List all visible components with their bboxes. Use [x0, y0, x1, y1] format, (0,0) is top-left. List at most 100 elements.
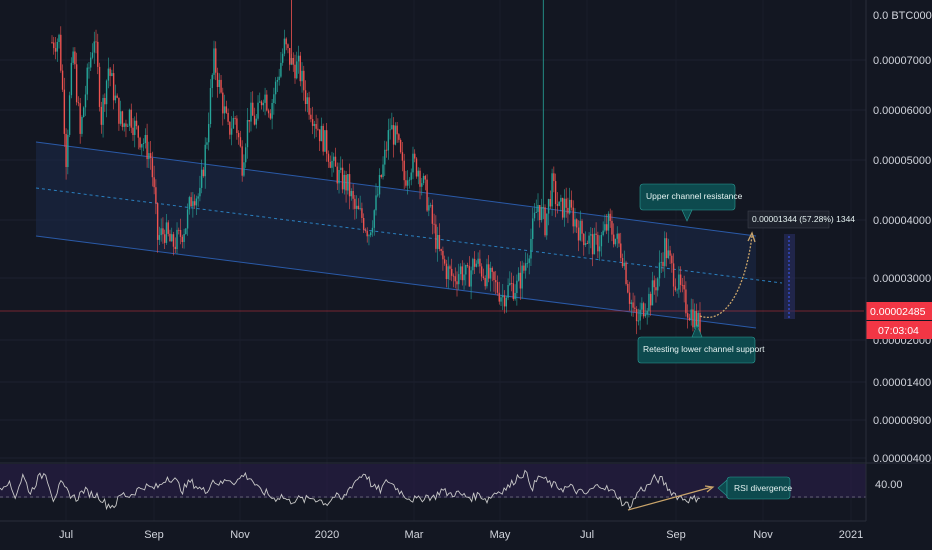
candle-body: [554, 181, 557, 205]
candle-body: [58, 34, 60, 42]
candle-body: [164, 234, 166, 243]
candle-body: [139, 137, 141, 148]
candle-body: [70, 62, 73, 96]
candle-body: [436, 235, 439, 249]
candle-body: [208, 124, 210, 143]
candle-body: [199, 187, 201, 197]
candle-body: [308, 97, 310, 115]
time-axis: Jul Sep Nov 2020 Mar May Jul Sep Nov 2021: [59, 529, 863, 541]
candle-body: [200, 169, 203, 188]
candle-body: [500, 297, 502, 302]
candle-body: [375, 195, 377, 211]
candle-body: [297, 55, 300, 62]
candle-body: [445, 263, 448, 279]
candle-body: [428, 205, 430, 211]
candle-body: [327, 153, 330, 162]
candle-body: [583, 233, 585, 246]
candle-body: [294, 64, 296, 79]
candle-body: [68, 95, 71, 135]
candle-body: [674, 286, 677, 291]
candle-body: [532, 218, 534, 239]
price-tick-label: 0.00003000: [873, 273, 931, 285]
candle-body: [246, 120, 249, 148]
candle-body: [104, 98, 106, 105]
candle-body: [211, 74, 213, 88]
candle-body: [491, 267, 493, 272]
candle-body: [218, 79, 220, 87]
candle-body: [190, 197, 192, 207]
candle-body: [352, 191, 354, 199]
candle-body: [148, 153, 150, 160]
time-tick-label: Sep: [666, 529, 686, 541]
candle-body: [171, 234, 173, 242]
rsi-divergence-text: RSI divergence: [734, 483, 792, 493]
candle-body: [326, 130, 328, 154]
channel-mid-line: [35, 187, 783, 284]
candle-body: [528, 258, 530, 263]
measure-label-box: [747, 210, 830, 229]
candle-body: [324, 130, 326, 152]
candle-body: [88, 67, 90, 69]
candle-body: [472, 258, 474, 271]
candle-body: [519, 272, 522, 289]
candle-body: [475, 263, 478, 267]
candle-body: [227, 112, 229, 122]
candle-body: [237, 132, 240, 138]
candle-body: [394, 125, 397, 145]
candle-body: [306, 97, 309, 104]
candle-body: [510, 283, 513, 284]
candle-body: [614, 238, 617, 245]
upper-channel-annotation[interactable]: Upper channel resistance: [639, 183, 743, 222]
current-price-tag: [866, 302, 932, 320]
candle-body: [665, 238, 668, 259]
lower-channel-annotation[interactable]: Retesting lower channel support: [637, 324, 765, 364]
candle-body: [102, 98, 104, 125]
candle-body: [558, 201, 560, 206]
candle-body: [598, 246, 601, 252]
candle-body: [373, 210, 375, 228]
candle-body: [422, 175, 425, 184]
candle-body: [112, 73, 115, 101]
lower-channel-text: Retesting lower channel support: [643, 344, 765, 354]
candle-body: [634, 307, 636, 309]
candle-body: [338, 170, 340, 184]
candle-body: [193, 201, 196, 206]
candle-body: [523, 265, 525, 271]
candle-body: [72, 51, 74, 63]
channel-fill: [36, 142, 756, 328]
price-tick-label: 0.00000900: [873, 415, 931, 427]
candle-body: [236, 118, 238, 133]
candle-body: [262, 102, 264, 106]
candle-body: [75, 64, 78, 103]
candle-body: [671, 255, 673, 264]
candle-body: [382, 164, 384, 177]
candle-body: [421, 183, 423, 187]
candle-body: [493, 271, 495, 280]
candle-body: [183, 234, 185, 242]
candle-body: [688, 317, 691, 321]
candle-body: [667, 250, 669, 259]
candle-body: [347, 174, 349, 191]
time-tick-label: Nov: [753, 529, 773, 541]
candle-body: [333, 156, 335, 161]
candle-body: [533, 212, 536, 219]
candle-body: [67, 134, 69, 167]
candle-body: [641, 303, 643, 310]
projection-arrowhead: [747, 231, 756, 243]
candle-body: [426, 179, 428, 211]
candle-body: [692, 309, 694, 328]
projection-curve: [699, 235, 753, 318]
candle-body: [357, 205, 360, 210]
candle-body: [310, 114, 312, 120]
candle-body: [507, 285, 509, 298]
candle-body: [676, 289, 678, 291]
time-tick-label: 2021: [839, 529, 863, 541]
candle-body: [560, 197, 562, 202]
candle-body: [681, 284, 684, 286]
candle-body: [134, 120, 136, 135]
candle-body: [252, 102, 254, 116]
rsi-divergence-annotation[interactable]: RSI divergence: [717, 476, 792, 500]
candle-body: [584, 243, 587, 245]
candle-body: [225, 106, 228, 113]
candle-body: [296, 61, 298, 79]
